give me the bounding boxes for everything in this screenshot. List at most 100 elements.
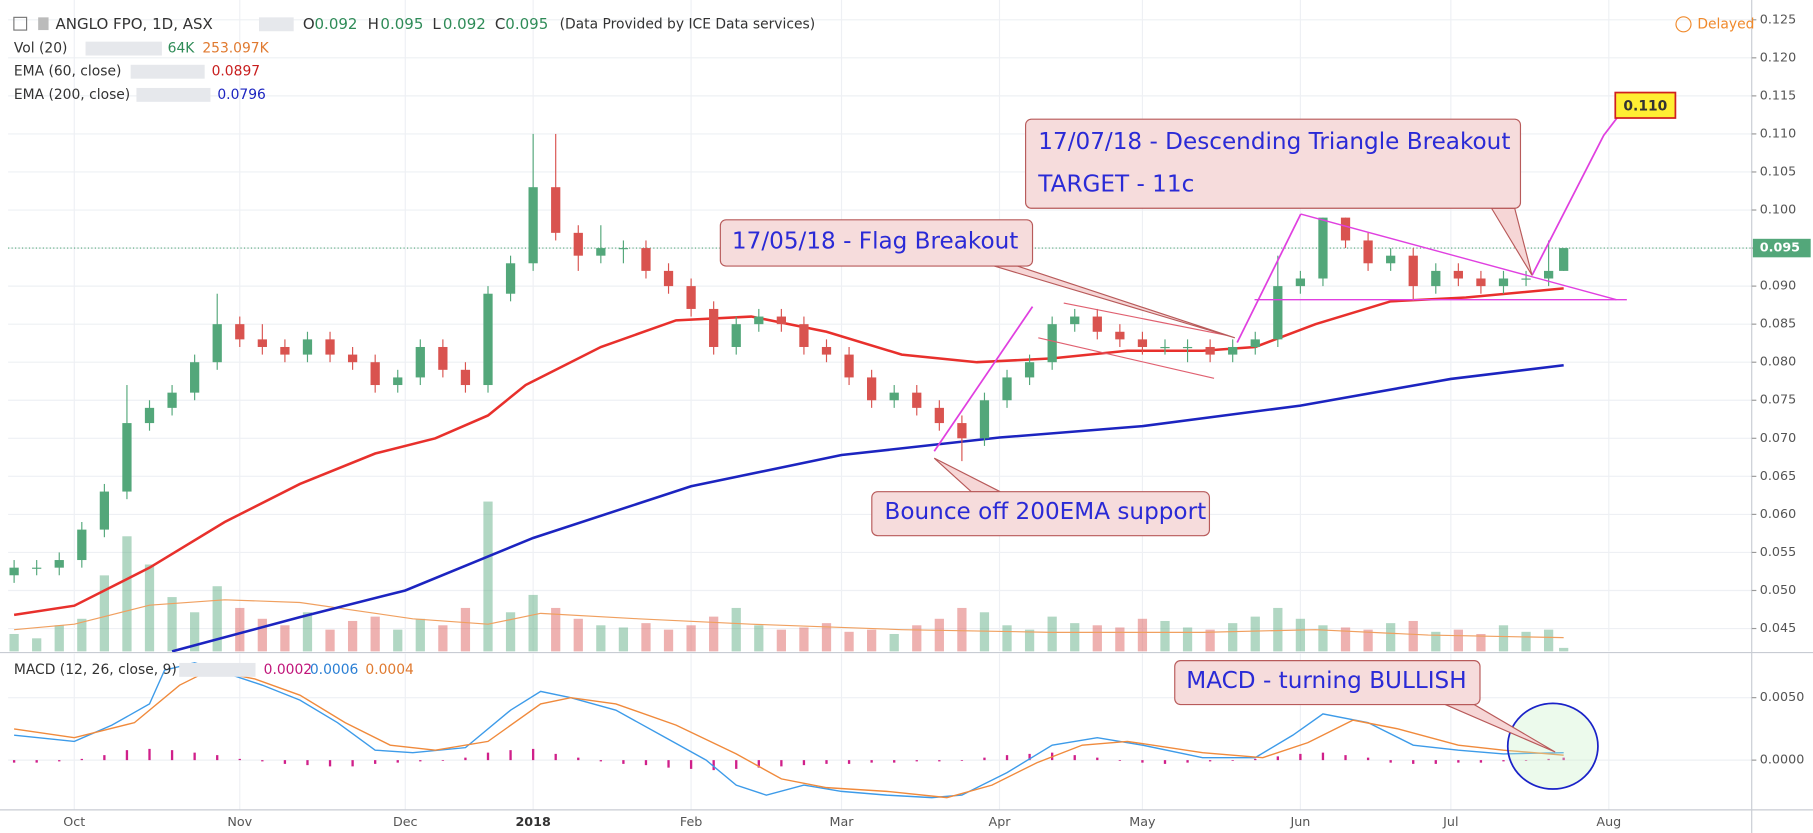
macd-histogram-bar (780, 760, 783, 767)
volume-bar (167, 597, 177, 652)
candle-body (1521, 278, 1531, 280)
symbol[interactable]: ANGLO FPO, 1D, ASX (56, 15, 213, 33)
y-tick-label: 0.120 (1760, 49, 1796, 64)
volume-bar (1431, 631, 1441, 652)
candle-body (1543, 270, 1554, 279)
collapse-icon[interactable] (13, 16, 28, 31)
volume-bar (821, 623, 832, 652)
macd-histogram-bar (1073, 755, 1076, 761)
macd-histogram-bar (712, 760, 715, 771)
legend-buttons[interactable] (130, 64, 205, 79)
candle-body (934, 407, 944, 424)
callout-box (1174, 660, 1481, 706)
macd-histogram-bar (419, 760, 422, 762)
candle-body (505, 263, 516, 294)
ohlc-value: 0.092 (315, 15, 358, 33)
candle-body (438, 346, 448, 370)
volume-bar (325, 629, 335, 652)
macd-histogram-bar (735, 760, 738, 769)
callout-text: 17/07/18 - Descending Triangle Breakout (1038, 129, 1510, 155)
candle-body (573, 232, 583, 256)
macd-histogram-bar (1547, 758, 1550, 761)
volume-bar (1228, 623, 1238, 652)
candle-body (302, 339, 313, 355)
ohlc-label: L (432, 15, 441, 33)
volume-bar (122, 536, 132, 652)
y-tick-label: 0.050 (1760, 582, 1796, 597)
volume-bar (32, 638, 42, 652)
legend-buttons[interactable] (85, 41, 162, 56)
legend-name[interactable]: EMA (60, close) (14, 64, 122, 80)
x-tick-label: Jul (1442, 814, 1458, 829)
candle-body (1002, 377, 1012, 401)
candle-body (596, 248, 606, 256)
volume-bar (1273, 607, 1283, 652)
candle-body (663, 270, 674, 287)
volume-bar (776, 629, 786, 652)
macd-histogram-bar (170, 750, 174, 761)
macd-histogram-bar (35, 760, 38, 763)
x-tick-label: Feb (680, 814, 703, 829)
legend-value: 0.0006 (310, 662, 358, 678)
macd-histogram-bar (870, 760, 873, 763)
legend-value: 0.0796 (217, 87, 265, 103)
candle-body (1182, 346, 1193, 349)
delayed-status[interactable]: Delayed (1697, 16, 1754, 32)
candle-body (1363, 240, 1373, 264)
candle-body (99, 491, 110, 530)
trend-line (1236, 213, 1302, 343)
legend-buttons[interactable] (136, 87, 211, 102)
macd-histogram-bar (441, 760, 445, 761)
candles (9, 133, 1569, 583)
volume-bar (280, 625, 290, 652)
legend-buttons[interactable] (179, 662, 256, 677)
callout-box (719, 219, 1034, 267)
macd-histogram-bar (1412, 760, 1415, 764)
macd-histogram-bar (1276, 756, 1279, 761)
macd-histogram-bar (1028, 753, 1031, 761)
volume-bar (1205, 629, 1215, 652)
volume-bar (393, 629, 403, 652)
y-tick-label: 0.065 (1760, 468, 1796, 483)
candle-body (415, 346, 425, 378)
macd-histogram-bar (667, 760, 670, 768)
macd-histogram-bar (306, 760, 309, 766)
candle-body (731, 324, 741, 347)
candle-body (1453, 270, 1463, 279)
last-price-label: 0.095 (1760, 240, 1800, 255)
macd-histogram-bar (1321, 752, 1325, 761)
macd-histogram-bar (1434, 760, 1437, 764)
x-tick-label: 2018 (515, 814, 551, 829)
legend-value: 0.0002 (264, 662, 312, 678)
axes: Oct Nov Dec 2018 Feb Mar Apr May Jun Jul Aug 0.045 0… (63, 11, 1811, 829)
volume-bar (302, 612, 313, 652)
macd-histogram-bar (238, 758, 241, 761)
candle-body (393, 377, 403, 386)
macd-histogram-bar (644, 760, 648, 766)
callout-box (1025, 118, 1522, 209)
signal-line (14, 669, 1564, 799)
ohlc-value: 0.092 (443, 15, 486, 33)
volume-bar (912, 625, 922, 652)
x-tick-label: Dec (393, 814, 418, 829)
macd-histogram-bar (757, 760, 760, 768)
volume-bar (212, 586, 222, 652)
target-label: 0.110 (1623, 98, 1667, 114)
x-tick-label: Nov (227, 814, 252, 829)
macd-histogram-bar (374, 760, 377, 764)
volume-bar (1295, 618, 1306, 652)
header-buttons[interactable] (259, 17, 294, 32)
macd-histogram-bar (577, 757, 580, 761)
target-line (1531, 115, 1620, 276)
macd-histogram-bar (283, 760, 287, 764)
volume-bar (1498, 625, 1509, 652)
candle-body (1160, 346, 1170, 349)
legend-name[interactable]: MACD (12, 26, close, 9) (14, 662, 177, 678)
candle-body (1228, 346, 1238, 355)
macd-histogram-bar (1186, 760, 1189, 763)
legend-name[interactable]: Vol (20) (14, 41, 68, 57)
legend-name[interactable]: EMA (200, close) (14, 87, 130, 103)
ohlc-value: 0.095 (380, 15, 423, 33)
callouts: 17/05/18 - Flag Breakout 17/07/18 - Desc… (719, 91, 1677, 753)
data-source: (Data Provided by ICE Data services) (560, 16, 816, 32)
